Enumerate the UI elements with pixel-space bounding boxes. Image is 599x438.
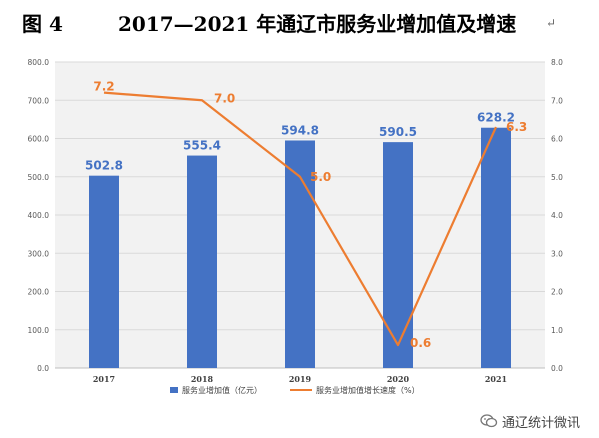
x-tick-label: 2017: [93, 374, 115, 384]
y-left-tick-label: 400.0: [28, 211, 50, 220]
bar-value-label: 628.2: [477, 111, 515, 125]
y-left-tick-label: 0.0: [37, 364, 49, 373]
y-right-tick-label: 2.0: [551, 288, 563, 297]
y-right-tick-label: 0.0: [551, 364, 563, 373]
line-value-label: 6.3: [506, 120, 527, 134]
paragraph-return-mark: ↵: [546, 16, 557, 30]
wechat-bubble-icon: [480, 414, 498, 428]
line-value-label: 7.2: [93, 80, 114, 94]
legend-label-bar: 服务业增加值（亿元）: [182, 385, 262, 395]
y-left-tick-label: 600.0: [28, 135, 50, 144]
y-right-tick-label: 6.0: [551, 135, 563, 144]
bar-value-label: 594.8: [281, 123, 319, 137]
y-left-tick-label: 700.0: [28, 96, 50, 105]
line-value-label: 7.0: [214, 91, 235, 105]
y-right-tick-label: 3.0: [551, 249, 563, 258]
x-tick-label: 2020: [387, 374, 410, 384]
x-tick-label: 2019: [289, 374, 312, 384]
bar-2018: [187, 155, 217, 368]
watermark-text: 通辽统计微讯: [502, 415, 581, 431]
y-right-tick-label: 5.0: [551, 173, 563, 182]
y-right-tick-label: 4.0: [551, 211, 563, 220]
bar-value-label: 502.8: [85, 159, 123, 173]
chart-canvas: 0.0 100.0 200.0 300.0 400.0 500.0 600.0 700.0 80…: [28, 58, 564, 395]
y-left-tick-label: 300.0: [28, 249, 50, 258]
legend-swatch-bar: [170, 387, 178, 393]
y-right-tick-label: 7.0: [551, 96, 563, 105]
chart-title: 2017—2021 年通辽市服务业增加值及增速: [118, 12, 517, 36]
y-right-tick-label: 8.0: [551, 58, 563, 67]
x-tick-label: 2021: [485, 374, 507, 384]
y-left-tick-label: 200.0: [28, 288, 50, 297]
bar-value-label: 590.5: [379, 125, 417, 139]
figure-title: 图 4 2017—2021 年通辽市服务业增加值及增速 ↵: [0, 6, 599, 40]
y-right-tick-label: 1.0: [551, 326, 563, 335]
y-left-tick-label: 800.0: [28, 58, 50, 67]
legend-label-line: 服务业增加值增长速度（%）: [316, 385, 420, 395]
line-value-label: 0.6: [410, 336, 431, 350]
x-tick-label: 2018: [191, 374, 214, 384]
line-value-label: 5.0: [310, 170, 331, 184]
bar-2021: [481, 127, 511, 368]
y-left-tick-label: 100.0: [28, 326, 50, 335]
bar-value-label: 555.4: [183, 139, 221, 153]
figure-number: 图 4: [22, 12, 63, 36]
watermark: 通辽统计微讯: [480, 410, 580, 432]
bar-2017: [89, 175, 119, 368]
y-left-tick-label: 500.0: [28, 173, 50, 182]
bar-2020: [383, 142, 413, 368]
